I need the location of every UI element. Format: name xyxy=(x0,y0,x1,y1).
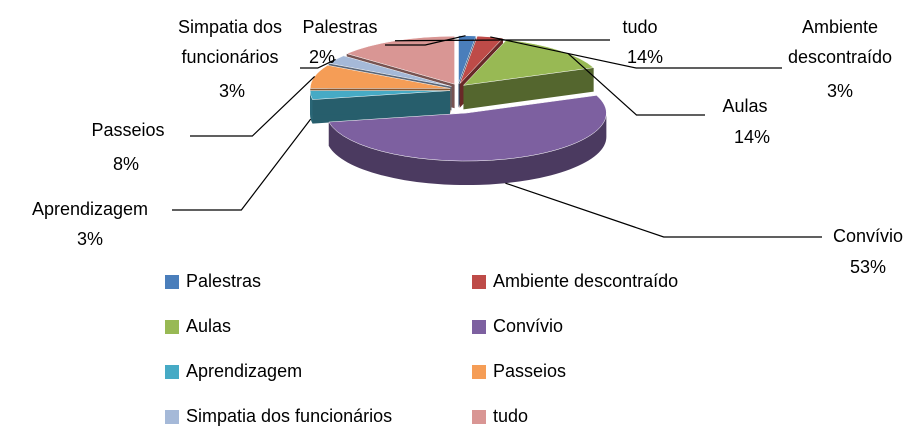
slice-side xyxy=(463,67,594,110)
data-label-name: tudo xyxy=(622,17,657,37)
legend-label: Palestras xyxy=(186,271,261,291)
legend-label: Ambiente descontraído xyxy=(493,271,678,291)
data-label-value: 2% xyxy=(309,47,335,67)
legend-swatch xyxy=(472,410,486,424)
slice-wall xyxy=(328,113,607,186)
leader-line xyxy=(385,35,466,46)
legend-swatch xyxy=(165,365,179,379)
slice xyxy=(328,95,607,162)
data-label-value: 14% xyxy=(734,127,770,147)
data-label-name: Aulas xyxy=(722,96,767,116)
leader-line xyxy=(394,39,610,42)
legend-label: Aulas xyxy=(186,316,231,336)
slice xyxy=(458,35,477,84)
data-label-name: Passeios xyxy=(91,120,164,140)
data-label-value: 3% xyxy=(77,229,103,249)
data-label-value: 8% xyxy=(113,154,139,174)
data-label-value: 3% xyxy=(219,81,245,101)
legend-label: tudo xyxy=(493,406,528,426)
leader-line xyxy=(190,76,316,137)
leader-line xyxy=(567,52,705,116)
legend-swatch xyxy=(472,320,486,334)
legend-swatch xyxy=(472,275,486,289)
slice xyxy=(462,39,595,86)
data-label-name: Aprendizagem xyxy=(32,199,148,219)
data-label-name: Simpatia dos funcionários xyxy=(178,17,282,67)
data-label-name: Ambiente descontraído xyxy=(788,17,892,67)
legend-label: Passeios xyxy=(493,361,566,381)
data-label-name: Convívio xyxy=(833,226,903,246)
data-label-value: 14% xyxy=(627,47,663,67)
leader-line xyxy=(172,118,312,211)
slice xyxy=(309,90,451,100)
data-label-value: 53% xyxy=(850,257,886,277)
data-label-name: Palestras xyxy=(302,17,377,37)
legend-swatch xyxy=(165,275,179,289)
legend-swatch xyxy=(165,410,179,424)
leader-line xyxy=(490,36,782,69)
leader-line xyxy=(300,58,336,69)
leader-line xyxy=(505,182,822,238)
legend-label: Simpatia dos funcionários xyxy=(186,406,392,426)
data-label-value: 3% xyxy=(827,81,853,101)
legend-swatch xyxy=(472,365,486,379)
legend-label: Convívio xyxy=(493,316,563,336)
legend-label: Aprendizagem xyxy=(186,361,302,381)
legend-swatch xyxy=(165,320,179,334)
